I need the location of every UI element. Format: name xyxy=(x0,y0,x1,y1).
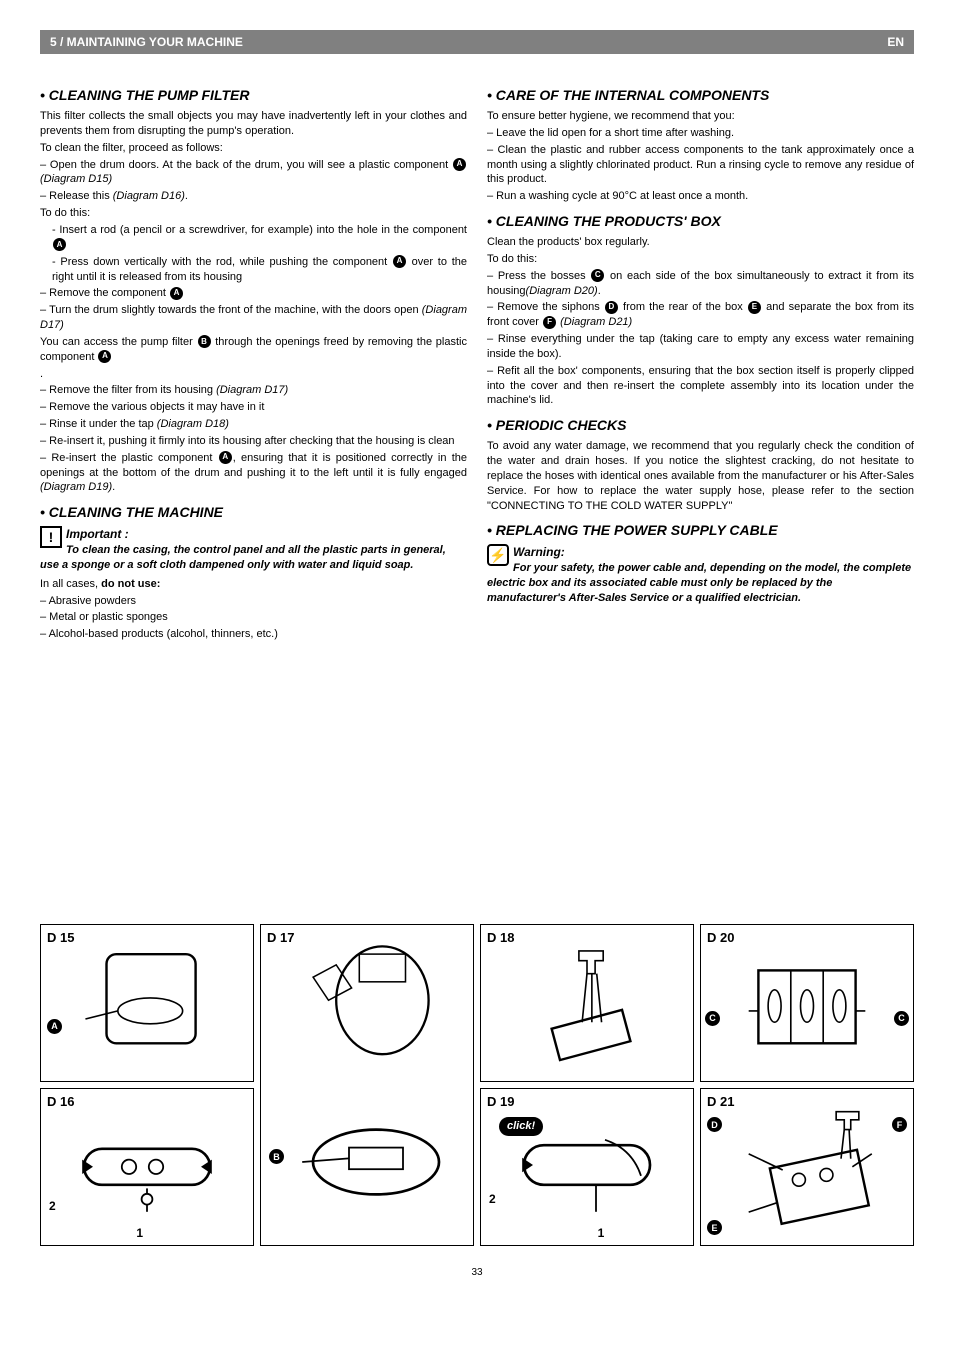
warning-callout: ⚡ Warning: For your safety, the power ca… xyxy=(487,544,914,605)
diagram-col-4: D 20 C C D 21 D F E xyxy=(700,924,914,1246)
diagram-col-1: D 15 A D 16 2 1 xyxy=(40,924,254,1246)
page-number: 33 xyxy=(40,1266,914,1280)
right-column: CARE OF THE INTERNAL COMPONENTS To ensur… xyxy=(487,78,914,644)
letter-a-icon: A xyxy=(219,451,232,464)
letter-a-icon: A xyxy=(453,158,466,171)
important-callout: ! Important : To clean the casing, the c… xyxy=(40,526,467,573)
letter-e-icon: E xyxy=(748,301,761,314)
diagram-label: D 17 xyxy=(267,929,294,947)
diagram-d18: D 18 xyxy=(480,924,694,1082)
pump-intro-1: This filter collects the small objects y… xyxy=(40,109,467,139)
header-bar: 5 / MAINTAINING YOUR MACHINE EN xyxy=(40,30,914,54)
warning-label: Warning: xyxy=(513,545,565,559)
diagram-d19: D 19 click! 2 1 xyxy=(480,1088,694,1246)
pump-step-3: – Remove the component A xyxy=(40,286,467,301)
header-left: 5 / MAINTAINING YOUR MACHINE xyxy=(50,34,243,50)
diagram-label: D 15 xyxy=(47,929,74,947)
box-1: – Press the bosses C on each side of the… xyxy=(487,269,914,299)
box-4: – Refit all the box' components, ensurin… xyxy=(487,364,914,409)
letter-c-icon: C xyxy=(591,269,604,282)
section-title-internal: CARE OF THE INTERNAL COMPONENTS xyxy=(487,86,914,105)
pump-sub-2: - Press down vertically with the rod, wh… xyxy=(52,255,467,285)
content-columns: CLEANING THE PUMP FILTER This filter col… xyxy=(40,78,914,644)
pump-sub-1: - Insert a rod (a pencil or a screwdrive… xyxy=(52,223,467,253)
box-intro: Clean the products' box regularly. xyxy=(487,235,914,250)
int-3: – Run a washing cycle at 90°C at least o… xyxy=(487,189,914,204)
pump-intro-2: To clean the filter, proceed as follows: xyxy=(40,141,467,156)
diagram-d16: D 16 2 1 xyxy=(40,1088,254,1246)
electric-icon: ⚡ xyxy=(487,544,509,566)
pump-todo: To do this: xyxy=(40,206,467,221)
letter-a-icon: A xyxy=(393,255,406,268)
letter-c-badge-right: C xyxy=(894,1011,909,1026)
box-2: – Remove the siphons D from the rear of … xyxy=(487,300,914,330)
click-badge: click! xyxy=(499,1117,543,1136)
release-illustration-icon xyxy=(57,1102,237,1232)
pump-step-6: – Remove the various objects it may have… xyxy=(40,400,467,415)
int-1: – Leave the lid open for a short time af… xyxy=(487,126,914,141)
section-title-periodic: PERIODIC CHECKS xyxy=(487,416,914,435)
dnu-1: – Abrasive powders xyxy=(40,594,467,609)
pump-step-4: – Turn the drum slightly towards the fro… xyxy=(40,303,467,333)
letter-d-icon: D xyxy=(605,301,618,314)
letter-f-icon: F xyxy=(543,316,556,329)
diagram-d15: D 15 A xyxy=(40,924,254,1082)
products-box-icon xyxy=(717,938,897,1068)
diagram-col-3: D 18 D 19 click! 2 1 xyxy=(480,924,694,1246)
letter-b-icon: B xyxy=(198,335,211,348)
diagram-label: D 21 xyxy=(707,1093,734,1111)
warning-icon: ! xyxy=(40,526,62,548)
letter-a-icon: A xyxy=(53,238,66,251)
section-title-products-box: CLEANING THE PRODUCTS' BOX xyxy=(487,212,914,231)
box-todo: To do this: xyxy=(487,252,914,267)
warning-text: For your safety, the power cable and, de… xyxy=(487,562,911,604)
diagram-d17: D 17 B xyxy=(260,924,474,1246)
pump-step-2: – Release this (Diagram D16). xyxy=(40,189,467,204)
diagram-label: D 16 xyxy=(47,1093,74,1111)
num-1: 1 xyxy=(598,1225,605,1241)
header-right: EN xyxy=(887,34,904,50)
num-2: 2 xyxy=(49,1198,56,1214)
pump-step-5: – Remove the filter from its housing (Di… xyxy=(40,383,467,398)
num-1: 1 xyxy=(136,1225,143,1241)
int-intro: To ensure better hygiene, we recommend t… xyxy=(487,109,914,124)
periodic-text: To avoid any water damage, we recommend … xyxy=(487,439,914,513)
letter-a-icon: A xyxy=(170,287,183,300)
letter-a-icon: A xyxy=(98,350,111,363)
section-title-cable: REPLACING THE POWER SUPPLY CABLE xyxy=(487,521,914,540)
letter-a-badge: A xyxy=(47,1019,62,1034)
donotuse: In all cases, do not use: xyxy=(40,577,467,592)
filter-remove-bottom-icon xyxy=(277,1085,457,1239)
pump-access: You can access the pump filter B through… xyxy=(40,335,467,365)
diagram-grid: D 15 A D 16 2 1 D 17 B D 18 xyxy=(40,924,914,1246)
important-text: To clean the casing, the control panel a… xyxy=(40,544,446,571)
section-title-pump-filter: CLEANING THE PUMP FILTER xyxy=(40,86,467,105)
int-2: – Clean the plastic and rubber access co… xyxy=(487,143,914,188)
dnu-2: – Metal or plastic sponges xyxy=(40,610,467,625)
rinse-tap-icon xyxy=(497,938,677,1068)
dot-line: . xyxy=(40,367,467,382)
dnu-3: – Alcohol-based products (alcohol, thinn… xyxy=(40,627,467,642)
left-column: CLEANING THE PUMP FILTER This filter col… xyxy=(40,78,467,644)
pump-step-1: – Open the drum doors. At the back of th… xyxy=(40,158,467,188)
diagram-d20: D 20 C C xyxy=(700,924,914,1082)
important-label: Important : xyxy=(66,527,129,541)
diagram-label: D 19 xyxy=(487,1093,514,1111)
filter-remove-top-icon xyxy=(277,931,457,1085)
num-2: 2 xyxy=(489,1191,496,1207)
diagram-d21: D 21 D F E xyxy=(700,1088,914,1246)
section-title-cleaning-machine: CLEANING THE MACHINE xyxy=(40,503,467,522)
box-rinse-icon xyxy=(717,1102,897,1232)
letter-c-badge-left: C xyxy=(705,1011,720,1026)
diagram-label: D 20 xyxy=(707,929,734,947)
drum-illustration-icon xyxy=(57,938,237,1068)
pump-step-7: – Rinse it under the tap (Diagram D18) xyxy=(40,417,467,432)
pump-step-8: – Re-insert it, pushing it firmly into i… xyxy=(40,434,467,449)
box-3: – Rinse everything under the tap (taking… xyxy=(487,332,914,362)
pump-step-9: – Re-insert the plastic component A, ens… xyxy=(40,451,467,496)
diagram-label: D 18 xyxy=(487,929,514,947)
